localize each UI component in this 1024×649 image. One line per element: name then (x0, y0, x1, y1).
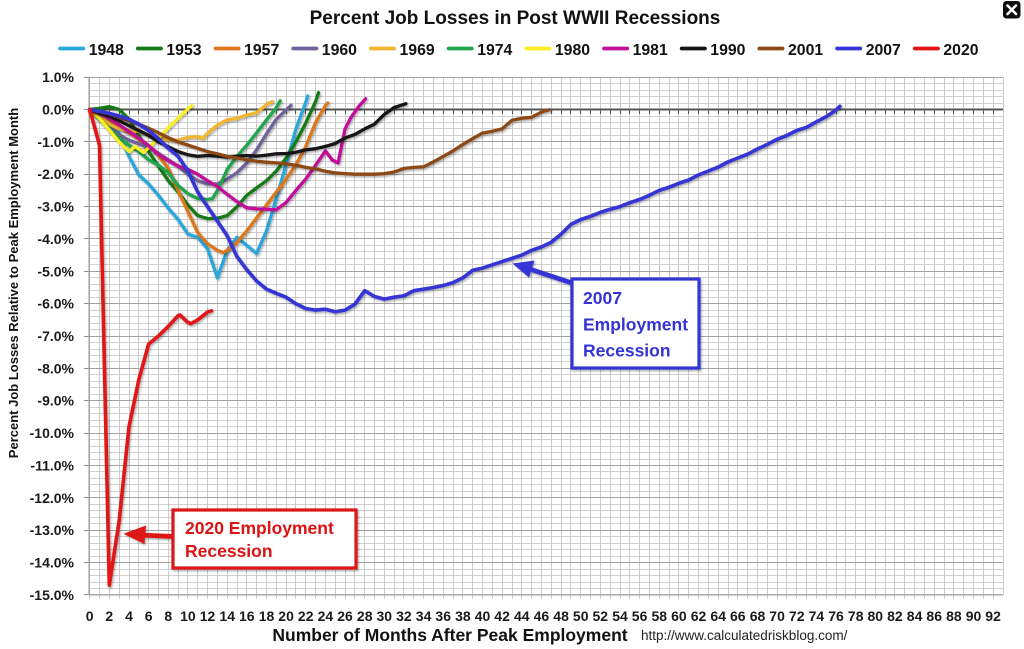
svg-text:1980: 1980 (555, 42, 590, 59)
svg-text:0: 0 (86, 608, 94, 624)
svg-text:42: 42 (494, 608, 510, 624)
svg-text:4: 4 (125, 608, 133, 624)
svg-text:Recession: Recession (583, 341, 671, 361)
svg-text:52: 52 (593, 608, 609, 624)
svg-text:36: 36 (435, 608, 451, 624)
svg-text:-5.0%: -5.0% (37, 263, 74, 279)
svg-text:2020: 2020 (943, 42, 978, 59)
svg-text:48: 48 (553, 608, 569, 624)
svg-text:Employment: Employment (583, 315, 688, 335)
svg-text:78: 78 (848, 608, 864, 624)
svg-text:62: 62 (691, 608, 707, 624)
svg-text:26: 26 (337, 608, 353, 624)
svg-text:58: 58 (652, 608, 668, 624)
svg-text:60: 60 (671, 608, 687, 624)
svg-text:http://www.calculatedriskblog.: http://www.calculatedriskblog.com/ (641, 628, 848, 643)
svg-text:44: 44 (514, 608, 530, 624)
svg-text:0.0%: 0.0% (42, 102, 74, 118)
svg-text:86: 86 (926, 608, 942, 624)
svg-text:2007: 2007 (866, 42, 901, 59)
svg-text:28: 28 (357, 608, 373, 624)
svg-text:-10.0%: -10.0% (30, 425, 75, 441)
svg-text:1948: 1948 (89, 42, 124, 59)
svg-text:82: 82 (887, 608, 903, 624)
svg-text:32: 32 (396, 608, 412, 624)
svg-text:70: 70 (769, 608, 785, 624)
svg-text:46: 46 (534, 608, 550, 624)
svg-text:-6.0%: -6.0% (37, 296, 74, 312)
svg-text:30: 30 (377, 608, 393, 624)
svg-text:-15.0%: -15.0% (30, 587, 75, 603)
svg-text:90: 90 (966, 608, 982, 624)
svg-text:-13.0%: -13.0% (30, 522, 75, 538)
svg-text:-14.0%: -14.0% (30, 555, 75, 571)
svg-text:2007: 2007 (583, 288, 622, 308)
svg-text:Percent Job Losses in Post WWI: Percent Job Losses in Post WWII Recessio… (310, 8, 721, 29)
svg-text:76: 76 (828, 608, 844, 624)
svg-text:-1.0%: -1.0% (37, 134, 74, 150)
svg-text:92: 92 (985, 608, 1001, 624)
svg-text:68: 68 (750, 608, 766, 624)
svg-text:1.0%: 1.0% (42, 69, 74, 85)
svg-text:10: 10 (180, 608, 196, 624)
svg-text:8: 8 (164, 608, 172, 624)
svg-text:24: 24 (318, 608, 334, 624)
svg-text:88: 88 (946, 608, 962, 624)
svg-text:40: 40 (475, 608, 491, 624)
svg-text:12: 12 (200, 608, 216, 624)
svg-text:-4.0%: -4.0% (37, 231, 74, 247)
svg-text:50: 50 (573, 608, 589, 624)
svg-text:1990: 1990 (710, 42, 745, 59)
svg-text:22: 22 (298, 608, 314, 624)
svg-text:-7.0%: -7.0% (37, 328, 74, 344)
svg-text:1953: 1953 (166, 42, 201, 59)
svg-text:1981: 1981 (633, 42, 668, 59)
svg-text:1974: 1974 (477, 42, 512, 59)
svg-text:-9.0%: -9.0% (37, 393, 74, 409)
svg-text:1957: 1957 (244, 42, 279, 59)
svg-text:2020 Employment: 2020 Employment (185, 518, 334, 538)
svg-text:-12.0%: -12.0% (30, 490, 75, 506)
svg-text:72: 72 (789, 608, 805, 624)
svg-text:18: 18 (259, 608, 275, 624)
svg-text:20: 20 (278, 608, 294, 624)
svg-text:64: 64 (710, 608, 726, 624)
svg-text:34: 34 (416, 608, 432, 624)
svg-text:66: 66 (730, 608, 746, 624)
svg-text:1960: 1960 (322, 42, 357, 59)
svg-text:Percent Job Losses Relative to: Percent Job Losses Relative to Peak Empl… (6, 108, 21, 458)
svg-text:-8.0%: -8.0% (37, 360, 74, 376)
svg-text:56: 56 (632, 608, 648, 624)
svg-text:84: 84 (907, 608, 923, 624)
svg-text:-2.0%: -2.0% (37, 166, 74, 182)
svg-text:-11.0%: -11.0% (30, 458, 74, 474)
svg-text:16: 16 (239, 608, 255, 624)
svg-text:74: 74 (809, 608, 825, 624)
svg-text:38: 38 (455, 608, 471, 624)
svg-text:Number of Months After Peak Em: Number of Months After Peak Employment (272, 625, 627, 645)
svg-text:80: 80 (868, 608, 884, 624)
svg-text:1969: 1969 (400, 42, 435, 59)
svg-text:6: 6 (145, 608, 153, 624)
svg-text:2001: 2001 (788, 42, 823, 59)
svg-text:2: 2 (105, 608, 113, 624)
svg-text:Recession: Recession (185, 541, 273, 561)
svg-text:-3.0%: -3.0% (37, 199, 74, 215)
svg-text:54: 54 (612, 608, 628, 624)
svg-text:14: 14 (219, 608, 235, 624)
